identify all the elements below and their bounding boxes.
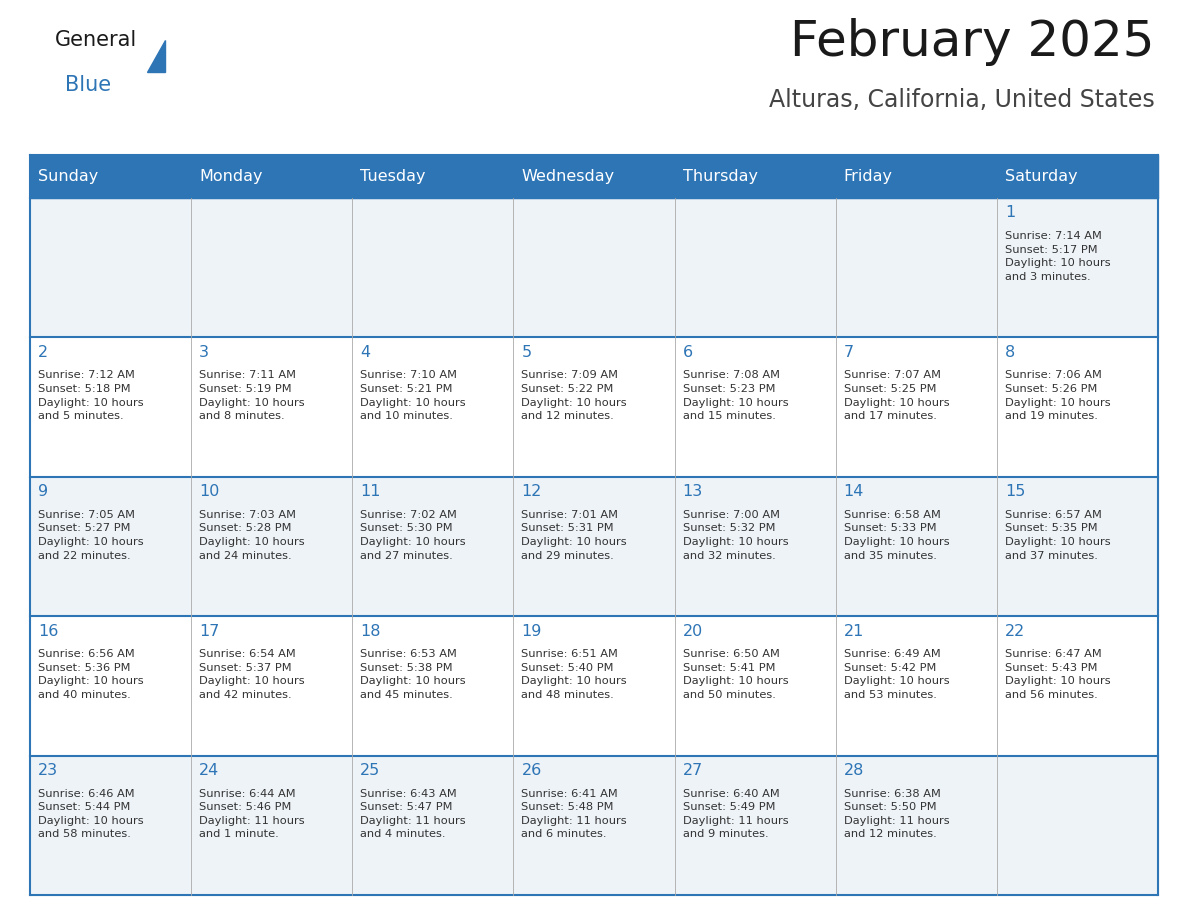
Text: 24: 24 <box>200 763 220 778</box>
Text: Sunrise: 7:14 AM
Sunset: 5:17 PM
Daylight: 10 hours
and 3 minutes.: Sunrise: 7:14 AM Sunset: 5:17 PM Dayligh… <box>1005 231 1111 282</box>
Text: Sunrise: 7:08 AM
Sunset: 5:23 PM
Daylight: 10 hours
and 15 minutes.: Sunrise: 7:08 AM Sunset: 5:23 PM Dayligh… <box>683 371 788 421</box>
Text: Sunrise: 6:58 AM
Sunset: 5:33 PM
Daylight: 10 hours
and 35 minutes.: Sunrise: 6:58 AM Sunset: 5:33 PM Dayligh… <box>843 509 949 561</box>
Text: Sunrise: 7:02 AM
Sunset: 5:30 PM
Daylight: 10 hours
and 27 minutes.: Sunrise: 7:02 AM Sunset: 5:30 PM Dayligh… <box>360 509 466 561</box>
Text: Sunrise: 6:49 AM
Sunset: 5:42 PM
Daylight: 10 hours
and 53 minutes.: Sunrise: 6:49 AM Sunset: 5:42 PM Dayligh… <box>843 649 949 700</box>
Text: Sunrise: 6:47 AM
Sunset: 5:43 PM
Daylight: 10 hours
and 56 minutes.: Sunrise: 6:47 AM Sunset: 5:43 PM Dayligh… <box>1005 649 1111 700</box>
Text: 22: 22 <box>1005 623 1025 639</box>
Text: 1: 1 <box>1005 206 1015 220</box>
Text: 20: 20 <box>683 623 703 639</box>
Text: Sunrise: 7:03 AM
Sunset: 5:28 PM
Daylight: 10 hours
and 24 minutes.: Sunrise: 7:03 AM Sunset: 5:28 PM Dayligh… <box>200 509 305 561</box>
Text: 26: 26 <box>522 763 542 778</box>
Text: 14: 14 <box>843 484 864 499</box>
Text: Friday: Friday <box>843 169 892 184</box>
Text: 17: 17 <box>200 623 220 639</box>
Text: 2: 2 <box>38 345 49 360</box>
Text: Sunrise: 7:09 AM
Sunset: 5:22 PM
Daylight: 10 hours
and 12 minutes.: Sunrise: 7:09 AM Sunset: 5:22 PM Dayligh… <box>522 371 627 421</box>
Text: Sunrise: 6:56 AM
Sunset: 5:36 PM
Daylight: 10 hours
and 40 minutes.: Sunrise: 6:56 AM Sunset: 5:36 PM Dayligh… <box>38 649 144 700</box>
Text: 8: 8 <box>1005 345 1015 360</box>
Text: February 2025: February 2025 <box>790 18 1155 66</box>
Text: Sunrise: 6:51 AM
Sunset: 5:40 PM
Daylight: 10 hours
and 48 minutes.: Sunrise: 6:51 AM Sunset: 5:40 PM Dayligh… <box>522 649 627 700</box>
Text: Sunrise: 6:43 AM
Sunset: 5:47 PM
Daylight: 11 hours
and 4 minutes.: Sunrise: 6:43 AM Sunset: 5:47 PM Dayligh… <box>360 789 466 839</box>
Text: 12: 12 <box>522 484 542 499</box>
Text: Sunrise: 7:01 AM
Sunset: 5:31 PM
Daylight: 10 hours
and 29 minutes.: Sunrise: 7:01 AM Sunset: 5:31 PM Dayligh… <box>522 509 627 561</box>
Text: Sunrise: 6:57 AM
Sunset: 5:35 PM
Daylight: 10 hours
and 37 minutes.: Sunrise: 6:57 AM Sunset: 5:35 PM Dayligh… <box>1005 509 1111 561</box>
Text: 15: 15 <box>1005 484 1025 499</box>
Text: Sunrise: 7:12 AM
Sunset: 5:18 PM
Daylight: 10 hours
and 5 minutes.: Sunrise: 7:12 AM Sunset: 5:18 PM Dayligh… <box>38 371 144 421</box>
Text: Wednesday: Wednesday <box>522 169 614 184</box>
Text: 11: 11 <box>360 484 381 499</box>
Text: 16: 16 <box>38 623 58 639</box>
Text: General: General <box>55 30 138 50</box>
Text: Sunrise: 7:05 AM
Sunset: 5:27 PM
Daylight: 10 hours
and 22 minutes.: Sunrise: 7:05 AM Sunset: 5:27 PM Dayligh… <box>38 509 144 561</box>
Text: Tuesday: Tuesday <box>360 169 425 184</box>
Text: 27: 27 <box>683 763 703 778</box>
Text: Sunrise: 7:11 AM
Sunset: 5:19 PM
Daylight: 10 hours
and 8 minutes.: Sunrise: 7:11 AM Sunset: 5:19 PM Dayligh… <box>200 371 305 421</box>
Text: 23: 23 <box>38 763 58 778</box>
Text: 19: 19 <box>522 623 542 639</box>
Text: Sunrise: 6:53 AM
Sunset: 5:38 PM
Daylight: 10 hours
and 45 minutes.: Sunrise: 6:53 AM Sunset: 5:38 PM Dayligh… <box>360 649 466 700</box>
Text: Blue: Blue <box>65 75 112 95</box>
Text: Sunrise: 6:50 AM
Sunset: 5:41 PM
Daylight: 10 hours
and 50 minutes.: Sunrise: 6:50 AM Sunset: 5:41 PM Dayligh… <box>683 649 788 700</box>
Text: 21: 21 <box>843 623 864 639</box>
Text: Sunrise: 6:54 AM
Sunset: 5:37 PM
Daylight: 10 hours
and 42 minutes.: Sunrise: 6:54 AM Sunset: 5:37 PM Dayligh… <box>200 649 305 700</box>
Text: Sunrise: 6:41 AM
Sunset: 5:48 PM
Daylight: 11 hours
and 6 minutes.: Sunrise: 6:41 AM Sunset: 5:48 PM Dayligh… <box>522 789 627 839</box>
Text: Sunrise: 7:06 AM
Sunset: 5:26 PM
Daylight: 10 hours
and 19 minutes.: Sunrise: 7:06 AM Sunset: 5:26 PM Dayligh… <box>1005 371 1111 421</box>
Text: 5: 5 <box>522 345 531 360</box>
Text: 7: 7 <box>843 345 854 360</box>
Text: 13: 13 <box>683 484 703 499</box>
Text: 10: 10 <box>200 484 220 499</box>
Text: Saturday: Saturday <box>1005 169 1078 184</box>
Text: 6: 6 <box>683 345 693 360</box>
Text: 28: 28 <box>843 763 864 778</box>
Text: 18: 18 <box>360 623 381 639</box>
Text: Sunday: Sunday <box>38 169 99 184</box>
Text: Sunrise: 7:07 AM
Sunset: 5:25 PM
Daylight: 10 hours
and 17 minutes.: Sunrise: 7:07 AM Sunset: 5:25 PM Dayligh… <box>843 371 949 421</box>
Text: Sunrise: 6:46 AM
Sunset: 5:44 PM
Daylight: 10 hours
and 58 minutes.: Sunrise: 6:46 AM Sunset: 5:44 PM Dayligh… <box>38 789 144 839</box>
Text: Alturas, California, United States: Alturas, California, United States <box>770 88 1155 112</box>
Text: Sunrise: 7:00 AM
Sunset: 5:32 PM
Daylight: 10 hours
and 32 minutes.: Sunrise: 7:00 AM Sunset: 5:32 PM Dayligh… <box>683 509 788 561</box>
Text: Thursday: Thursday <box>683 169 758 184</box>
Text: 4: 4 <box>360 345 371 360</box>
Text: Sunrise: 6:40 AM
Sunset: 5:49 PM
Daylight: 11 hours
and 9 minutes.: Sunrise: 6:40 AM Sunset: 5:49 PM Dayligh… <box>683 789 788 839</box>
Text: 3: 3 <box>200 345 209 360</box>
Text: Sunrise: 6:38 AM
Sunset: 5:50 PM
Daylight: 11 hours
and 12 minutes.: Sunrise: 6:38 AM Sunset: 5:50 PM Dayligh… <box>843 789 949 839</box>
Text: Monday: Monday <box>200 169 263 184</box>
Text: Sunrise: 7:10 AM
Sunset: 5:21 PM
Daylight: 10 hours
and 10 minutes.: Sunrise: 7:10 AM Sunset: 5:21 PM Dayligh… <box>360 371 466 421</box>
Text: Sunrise: 6:44 AM
Sunset: 5:46 PM
Daylight: 11 hours
and 1 minute.: Sunrise: 6:44 AM Sunset: 5:46 PM Dayligh… <box>200 789 305 839</box>
Text: 25: 25 <box>360 763 380 778</box>
Text: 9: 9 <box>38 484 49 499</box>
